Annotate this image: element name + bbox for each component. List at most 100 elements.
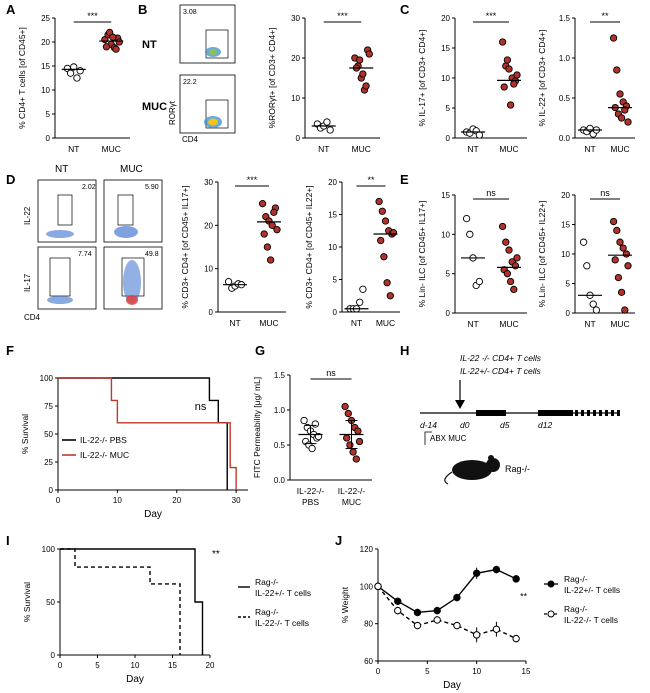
data-point [109, 33, 117, 41]
data-point [70, 63, 78, 71]
legend-marker [547, 580, 555, 588]
data-point [453, 593, 461, 602]
data-point [224, 278, 233, 286]
data-point [462, 214, 471, 223]
flow-gate-value: 3.08 [183, 9, 197, 16]
data-point [326, 126, 334, 134]
y-tick-label: 15 [441, 191, 450, 200]
data-point [579, 238, 588, 246]
data-point [505, 65, 513, 73]
flow-panel-d: NT MUC 2.02 5.90 7.74 49.8 IL-22 IL-17 C… [23, 164, 163, 322]
y-axis-label: % Survival [20, 414, 30, 454]
flow-gate [49, 257, 71, 297]
treatment-bar [476, 410, 506, 416]
x-tick-label: MUC [376, 318, 395, 328]
x-tick-label: MUC [259, 318, 278, 328]
flow-cell-core [209, 49, 217, 55]
series-line [58, 377, 237, 490]
y-tick-label: 10 [204, 265, 213, 274]
y-tick-label: 10 [441, 230, 450, 239]
schematic-line-1: IL-22 -/- CD4+ T cells [460, 353, 542, 363]
data-point [383, 279, 391, 287]
flow-plot-frame [37, 179, 97, 243]
data-point [433, 606, 441, 615]
y-tick-label: 100 [42, 545, 56, 554]
data-point [475, 277, 484, 286]
y-tick-label: 0 [49, 486, 54, 495]
data-point [472, 631, 481, 639]
flow-d-col-nt: NT [55, 164, 68, 175]
significance-label: ns [486, 188, 496, 198]
legend-label: Rag-/- [255, 607, 279, 617]
y-tick-label: 30 [204, 178, 213, 187]
flow-gate-value: 2.02 [82, 184, 96, 191]
data-point [359, 285, 367, 293]
abx-label: ABX MUC [430, 434, 467, 443]
x-tick-label: 10 [131, 661, 140, 670]
x-tick-label: 10 [472, 667, 481, 676]
data-point [115, 38, 123, 46]
data-point [266, 256, 275, 264]
y-tick-label: 5 [46, 110, 51, 119]
x-tick-label: PBS [302, 497, 319, 507]
data-point [583, 262, 591, 270]
data-point [466, 230, 474, 238]
significance-label: ** [212, 549, 220, 560]
x-tick-label: 20 [172, 496, 181, 505]
series-line [60, 548, 204, 655]
data-point [475, 131, 484, 139]
x-tick-label: 5 [425, 667, 430, 676]
flow-gate-value: 7.74 [78, 251, 92, 258]
data-point [263, 243, 272, 251]
panel-letter-g: G [255, 343, 265, 358]
data-point [362, 82, 370, 90]
data-point [611, 256, 619, 264]
data-point [616, 90, 624, 98]
y-tick-label: 5 [446, 270, 451, 279]
data-point [112, 45, 120, 53]
y-tick-label: 50 [46, 598, 55, 607]
flow-cell-cloud [123, 260, 141, 304]
data-point [381, 217, 390, 225]
data-point [258, 200, 267, 208]
flow-plot-frame [103, 246, 163, 310]
y-tick-label: 30 [291, 14, 300, 23]
flow-plot-frame [103, 179, 163, 243]
x-tick-label: IL-22-/- [338, 486, 366, 496]
y-tick-label: 1.0 [274, 406, 286, 415]
y-tick-label: 10 [328, 243, 337, 252]
data-point [619, 244, 627, 252]
significance-label: ** [520, 591, 528, 601]
treatment-bar [538, 410, 573, 416]
x-tick-label: MUC [352, 144, 371, 154]
data-point [513, 254, 521, 262]
series-line [377, 568, 517, 614]
data-point [273, 226, 281, 234]
data-point [500, 83, 508, 91]
y-tick-label: 0 [46, 134, 51, 143]
y-tick-label: 20 [441, 14, 450, 23]
y-axis-label: % CD3+ CD4+ [of CD45+ IL17+] [180, 185, 190, 308]
data-point [311, 420, 319, 428]
y-tick-label: 0.5 [559, 94, 571, 103]
data-point [512, 575, 520, 583]
flow-d-col-muc: MUC [120, 164, 143, 175]
flow-plot-frame [37, 246, 97, 310]
data-point [349, 448, 357, 456]
x-tick-label: NT [467, 319, 478, 329]
legend-label: Rag-/- [255, 577, 279, 587]
data-point [300, 416, 308, 425]
flow-d-xaxis-label: CD4 [24, 313, 41, 322]
x-tick-label: MUC [102, 144, 121, 154]
data-point [613, 66, 621, 74]
data-point [472, 569, 481, 577]
x-tick-label: 5 [95, 661, 100, 670]
data-point [592, 306, 601, 314]
flow-cell-core [208, 118, 218, 126]
significance-label: *** [247, 175, 258, 185]
data-point [510, 80, 518, 88]
x-tick-label: NT [584, 319, 595, 329]
y-tick-label: 0 [446, 134, 451, 143]
y-tick-label: 50 [44, 430, 53, 439]
